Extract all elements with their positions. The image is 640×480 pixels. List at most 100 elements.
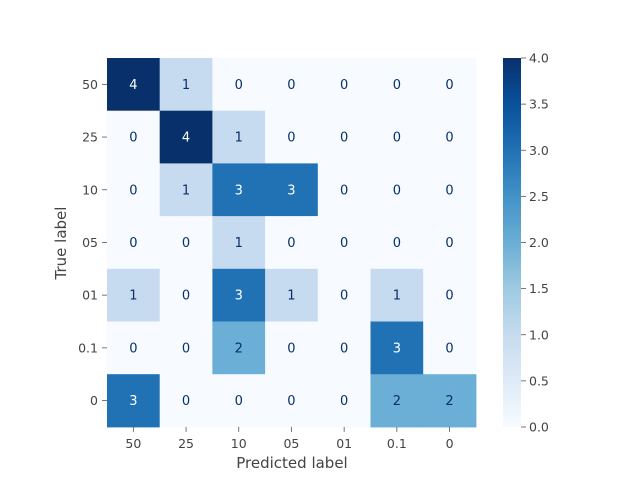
- cell-value-label: 0: [182, 236, 190, 251]
- heatmap-cell: [212, 58, 266, 112]
- cell-value-label: 0: [445, 289, 453, 304]
- heatmap-cell: [159, 58, 213, 112]
- heatmap-cell: [423, 321, 477, 375]
- heatmap-cell: [370, 163, 424, 217]
- x-axis-ticks: 50 25 10 05 01 0.1 0: [125, 426, 454, 451]
- cell-value-label: 0: [129, 131, 137, 146]
- cell-value-label: 1: [235, 236, 243, 251]
- y-axis-ticks: 50 25 10 05 01 0.1 0: [78, 77, 107, 408]
- cell-value-label: 3: [235, 289, 243, 304]
- heatmap-cell: [423, 268, 477, 322]
- y-tick-label: 05: [82, 235, 98, 250]
- heatmap-cell: [317, 110, 371, 164]
- heatmap-cell: [107, 374, 161, 428]
- cell-value-labels: 4 1 0 0 0 0 0 0 4 1 0 0 0 0 0 1 3 3 0 0 0 0 0 1 0 0 0 0 1 0 3 1 0 1 0 0 0 2 0 0…: [129, 78, 453, 409]
- heatmap-cell: [107, 216, 161, 270]
- colorbar-tick-label: 0.5: [529, 373, 549, 388]
- heatmap-cell: [107, 110, 161, 164]
- cell-value-label: 0: [287, 394, 295, 409]
- heatmap-cell: [212, 163, 266, 217]
- heatmap-cell: [159, 321, 213, 375]
- heatmap-cell: [265, 110, 319, 164]
- y-tick-label: 10: [82, 182, 98, 197]
- colorbar-tick-label: 4.0: [529, 51, 549, 66]
- y-tick-label: 0.1: [78, 340, 98, 355]
- heatmap-cell: [423, 374, 477, 428]
- heatmap-cell: [423, 163, 477, 217]
- colorbar-tick-label: 3.5: [529, 97, 549, 112]
- heatmap-cell: [159, 268, 213, 322]
- x-tick-label: 25: [178, 436, 194, 451]
- cell-value-label: 1: [182, 183, 190, 198]
- heatmap-cells: [107, 58, 477, 428]
- cell-value-label: 0: [182, 289, 190, 304]
- heatmap-cell: [370, 321, 424, 375]
- heatmap-cell: [107, 58, 161, 112]
- heatmap-cell: [370, 216, 424, 270]
- cell-value-label: 0: [182, 394, 190, 409]
- cell-value-label: 0: [129, 341, 137, 356]
- cell-value-label: 0: [445, 341, 453, 356]
- cell-value-label: 0: [393, 183, 401, 198]
- x-tick-label: 0.1: [387, 436, 407, 451]
- cell-value-label: 0: [340, 236, 348, 251]
- cell-value-label: 3: [235, 183, 243, 198]
- cell-value-label: 0: [340, 394, 348, 409]
- cell-value-label: 0: [235, 78, 243, 93]
- cell-value-label: 2: [235, 341, 243, 356]
- cell-value-label: 0: [340, 131, 348, 146]
- cell-value-label: 0: [340, 289, 348, 304]
- cell-value-label: 0: [287, 78, 295, 93]
- cell-value-label: 1: [129, 289, 137, 304]
- cell-value-label: 0: [445, 183, 453, 198]
- x-tick-label: 01: [336, 436, 352, 451]
- cell-value-label: 0: [129, 236, 137, 251]
- colorbar-tick-label: 2.5: [529, 189, 549, 204]
- cell-value-label: 2: [393, 394, 401, 409]
- heatmap-cell: [159, 374, 213, 428]
- heatmap-cell: [317, 163, 371, 217]
- heatmap-cell: [370, 374, 424, 428]
- colorbar-tick-label: 1.0: [529, 327, 549, 342]
- heatmap-cell: [423, 216, 477, 270]
- heatmap-cell: [107, 268, 161, 322]
- colorbar-tick-label: 2.0: [529, 235, 549, 250]
- cell-value-label: 1: [235, 131, 243, 146]
- cell-value-label: 0: [340, 183, 348, 198]
- heatmap-cell: [423, 110, 477, 164]
- heatmap-cell: [317, 374, 371, 428]
- colorbar-tick-label: 3.0: [529, 143, 549, 158]
- x-tick-label: 10: [231, 436, 247, 451]
- colorbar-tick-label: 0.0: [529, 420, 549, 435]
- y-axis-title: True label: [52, 207, 70, 281]
- heatmap-cell: [107, 321, 161, 375]
- heatmap-cell: [159, 163, 213, 217]
- y-tick-label: 50: [82, 77, 98, 92]
- heatmap-cell: [107, 163, 161, 217]
- cell-value-label: 0: [287, 131, 295, 146]
- x-tick-label: 0: [446, 436, 454, 451]
- cell-value-label: 1: [393, 289, 401, 304]
- colorbar-tick-label: 1.5: [529, 281, 549, 296]
- cell-value-label: 0: [129, 183, 137, 198]
- heatmap-cell: [159, 216, 213, 270]
- heatmap-cell: [212, 110, 266, 164]
- cell-value-label: 0: [393, 236, 401, 251]
- heatmap-cell: [212, 216, 266, 270]
- heatmap-cell: [212, 374, 266, 428]
- cell-value-label: 1: [182, 78, 190, 93]
- heatmap-cell: [317, 321, 371, 375]
- heatmap-cell: [265, 216, 319, 270]
- y-tick-label: 25: [82, 130, 98, 145]
- x-tick-label: 05: [283, 436, 299, 451]
- cell-value-label: 0: [182, 341, 190, 356]
- y-tick-label: 01: [82, 288, 98, 303]
- heatmap-cell: [370, 58, 424, 112]
- heatmap-cell: [370, 268, 424, 322]
- heatmap-cell: [370, 110, 424, 164]
- cell-value-label: 0: [445, 78, 453, 93]
- heatmap-cell: [265, 321, 319, 375]
- y-tick-label: 0: [90, 393, 98, 408]
- cell-value-label: 0: [235, 394, 243, 409]
